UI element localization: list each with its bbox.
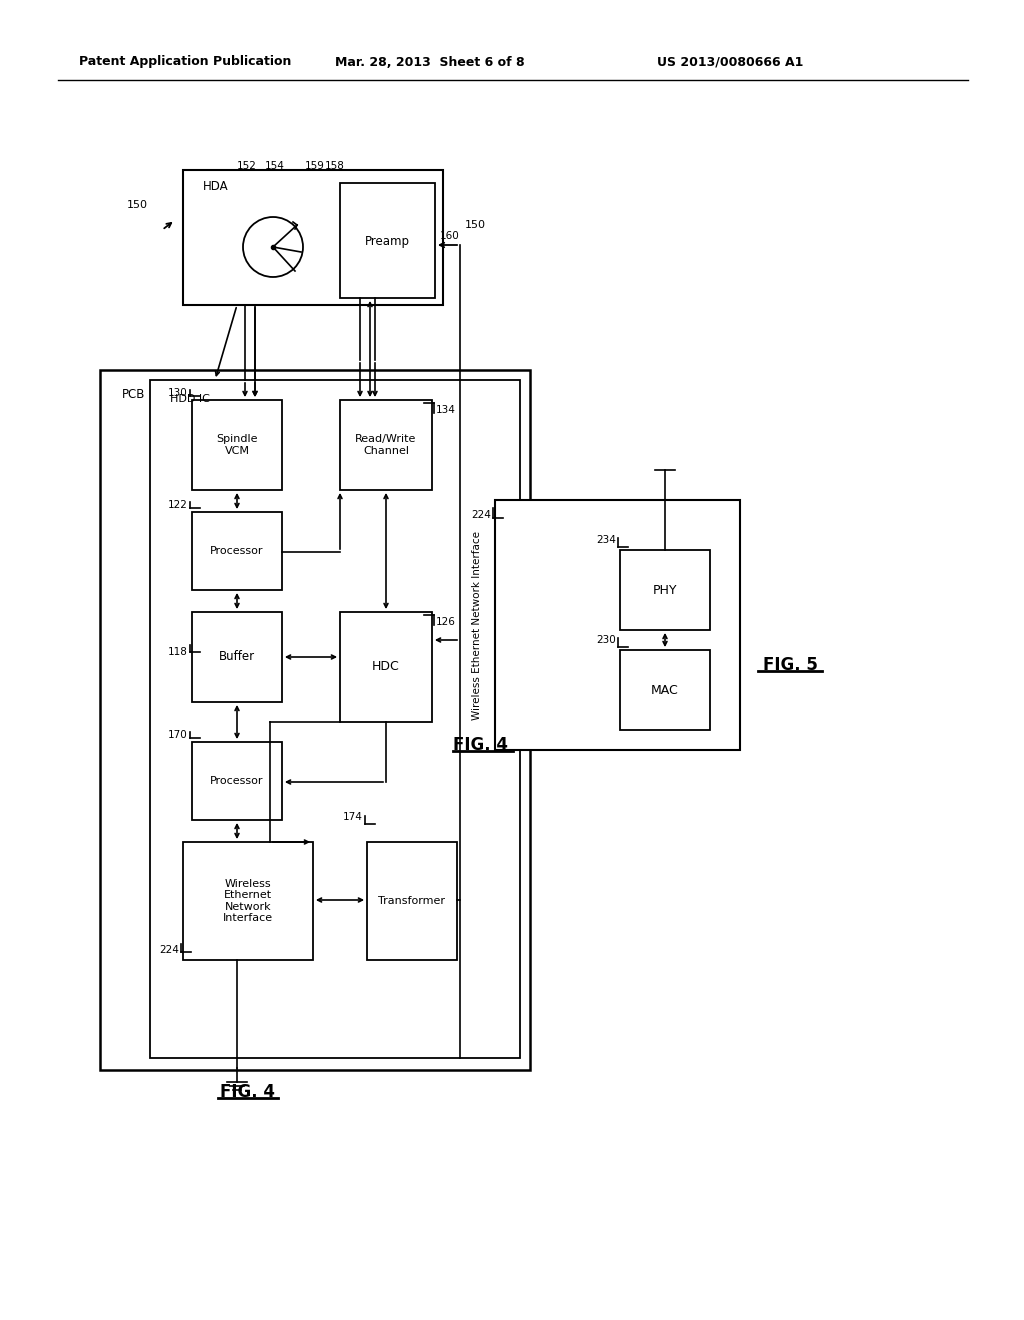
Text: Read/Write
Channel: Read/Write Channel [355, 434, 417, 455]
Bar [340, 183, 435, 298]
Text: Patent Application Publication: Patent Application Publication [79, 55, 291, 69]
Text: 158: 158 [325, 161, 345, 172]
Text: Processor: Processor [210, 776, 264, 785]
Text: 122: 122 [168, 500, 188, 510]
Text: HDC: HDC [372, 660, 400, 673]
Text: 234: 234 [596, 535, 616, 545]
Text: MAC: MAC [651, 684, 679, 697]
Text: 130: 130 [168, 388, 188, 399]
Bar [183, 842, 313, 960]
Bar [193, 612, 282, 702]
Text: 150: 150 [465, 220, 486, 230]
Bar [340, 400, 432, 490]
Text: 230: 230 [596, 635, 616, 645]
Text: 174: 174 [343, 812, 362, 822]
Bar [193, 742, 282, 820]
Bar [340, 612, 432, 722]
Text: Wireless
Ethernet
Network
Interface: Wireless Ethernet Network Interface [223, 879, 273, 924]
Text: FIG. 4: FIG. 4 [453, 737, 508, 754]
Bar [100, 370, 530, 1071]
Text: 118: 118 [168, 647, 188, 657]
Text: HDD IC: HDD IC [170, 393, 210, 404]
Bar [495, 500, 740, 750]
Text: US 2013/0080666 A1: US 2013/0080666 A1 [656, 55, 803, 69]
Text: Wireless Ethernet Network Interface: Wireless Ethernet Network Interface [472, 531, 482, 719]
Text: Preamp: Preamp [365, 235, 410, 248]
Text: 160: 160 [440, 231, 460, 242]
Text: PCB: PCB [122, 388, 145, 401]
Text: 154: 154 [265, 161, 285, 172]
Text: PHY: PHY [652, 583, 677, 597]
Text: 150: 150 [127, 201, 148, 210]
Bar [183, 170, 443, 305]
Text: 126: 126 [436, 616, 456, 627]
Text: 224: 224 [159, 945, 179, 954]
Text: 159: 159 [305, 161, 325, 172]
Bar [367, 842, 457, 960]
Text: 170: 170 [168, 730, 188, 741]
Text: HDA: HDA [203, 180, 228, 193]
Bar [620, 649, 710, 730]
Bar [193, 512, 282, 590]
Bar [150, 380, 520, 1059]
Text: FIG. 4: FIG. 4 [220, 1082, 275, 1101]
Bar [620, 550, 710, 630]
Text: FIG. 5: FIG. 5 [763, 656, 817, 675]
Text: Mar. 28, 2013  Sheet 6 of 8: Mar. 28, 2013 Sheet 6 of 8 [335, 55, 525, 69]
Bar [193, 400, 282, 490]
Text: Buffer: Buffer [219, 651, 255, 664]
Text: Processor: Processor [210, 546, 264, 556]
Text: 134: 134 [436, 405, 456, 414]
Text: Spindle
VCM: Spindle VCM [216, 434, 258, 455]
Text: 224: 224 [471, 510, 490, 520]
Text: 152: 152 [238, 161, 257, 172]
Text: Transformer: Transformer [379, 896, 445, 906]
